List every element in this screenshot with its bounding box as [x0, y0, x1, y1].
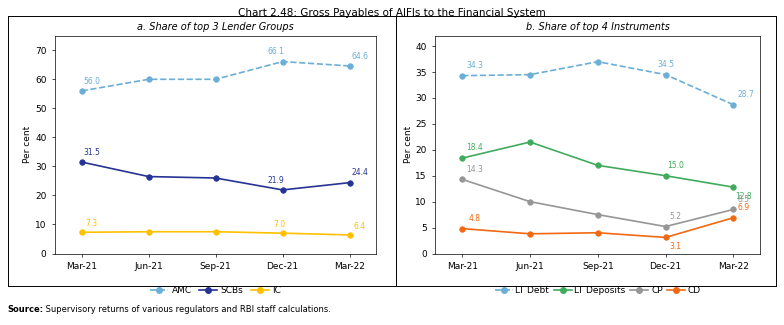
- Text: 64.6: 64.6: [351, 52, 368, 61]
- Text: 28.7: 28.7: [737, 90, 754, 99]
- Line: SCBs: SCBs: [79, 159, 352, 193]
- Text: 34.3: 34.3: [466, 61, 483, 70]
- LT Deposits: [661, 174, 670, 178]
- AMC: [144, 77, 154, 81]
- AMC: [345, 64, 354, 68]
- Line: AMC: AMC: [79, 59, 352, 94]
- Text: 6.9: 6.9: [738, 203, 750, 212]
- CD: [661, 236, 670, 240]
- Text: 18.4: 18.4: [466, 143, 483, 152]
- SCBs: [77, 160, 86, 164]
- IC: [211, 230, 220, 234]
- SCBs: [144, 175, 154, 178]
- Text: 8.5: 8.5: [738, 195, 750, 204]
- CP: [661, 225, 670, 228]
- Line: CP: CP: [459, 176, 736, 229]
- CD: [525, 232, 535, 236]
- Text: 34.5: 34.5: [657, 60, 674, 69]
- Text: 66.1: 66.1: [267, 47, 285, 56]
- LT Deposits: [525, 140, 535, 144]
- AMC: [278, 60, 287, 64]
- LT Deposits: [593, 163, 603, 167]
- Text: 31.5: 31.5: [83, 148, 100, 157]
- Line: IC: IC: [79, 229, 352, 238]
- Text: 4.8: 4.8: [468, 214, 481, 223]
- LT Debt: [593, 60, 603, 64]
- CP: [525, 200, 535, 203]
- SCBs: [345, 181, 354, 185]
- CP: [728, 207, 738, 211]
- LT Debt: [458, 74, 467, 78]
- Text: Chart 2.48: Gross Payables of AIFIs to the Financial System: Chart 2.48: Gross Payables of AIFIs to t…: [238, 8, 546, 18]
- Title: a. Share of top 3 Lender Groups: a. Share of top 3 Lender Groups: [137, 22, 294, 32]
- Text: 21.9: 21.9: [267, 176, 285, 185]
- AMC: [77, 89, 86, 93]
- Line: LT Debt: LT Debt: [459, 59, 736, 108]
- CD: [458, 227, 467, 230]
- CP: [593, 213, 603, 216]
- CP: [458, 177, 467, 181]
- LT Debt: [525, 73, 535, 77]
- Text: 6.4: 6.4: [354, 222, 365, 231]
- LT Deposits: [728, 185, 738, 189]
- AMC: [211, 77, 220, 81]
- Text: 5.2: 5.2: [670, 212, 682, 221]
- LT Debt: [661, 73, 670, 77]
- IC: [345, 233, 354, 237]
- Text: 7.3: 7.3: [85, 219, 98, 228]
- LT Deposits: [458, 156, 467, 160]
- LT Debt: [728, 103, 738, 107]
- IC: [278, 231, 287, 235]
- Line: CD: CD: [459, 215, 736, 240]
- Text: 3.1: 3.1: [670, 242, 682, 251]
- Title: b. Share of top 4 Instruments: b. Share of top 4 Instruments: [526, 22, 670, 32]
- Legend: LT Debt, LT Deposits, CP, CD: LT Debt, LT Deposits, CP, CD: [491, 283, 705, 299]
- IC: [77, 230, 86, 234]
- Y-axis label: Per cent: Per cent: [24, 126, 32, 163]
- Text: Source:: Source:: [8, 305, 44, 314]
- SCBs: [278, 188, 287, 192]
- Text: Supervisory returns of various regulators and RBI staff calculations.: Supervisory returns of various regulator…: [43, 305, 331, 314]
- Text: 12.8: 12.8: [735, 191, 752, 201]
- Legend: AMC, SCBs, IC: AMC, SCBs, IC: [147, 283, 285, 299]
- Text: 24.4: 24.4: [351, 168, 368, 177]
- Text: 15.0: 15.0: [667, 161, 684, 170]
- CD: [593, 231, 603, 235]
- Text: 56.0: 56.0: [83, 77, 100, 86]
- CD: [728, 216, 738, 220]
- Text: 14.3: 14.3: [466, 164, 483, 174]
- Y-axis label: Per cent: Per cent: [404, 126, 412, 163]
- SCBs: [211, 176, 220, 180]
- IC: [144, 230, 154, 234]
- Line: LT Deposits: LT Deposits: [459, 139, 736, 190]
- Text: 7.0: 7.0: [273, 220, 285, 229]
